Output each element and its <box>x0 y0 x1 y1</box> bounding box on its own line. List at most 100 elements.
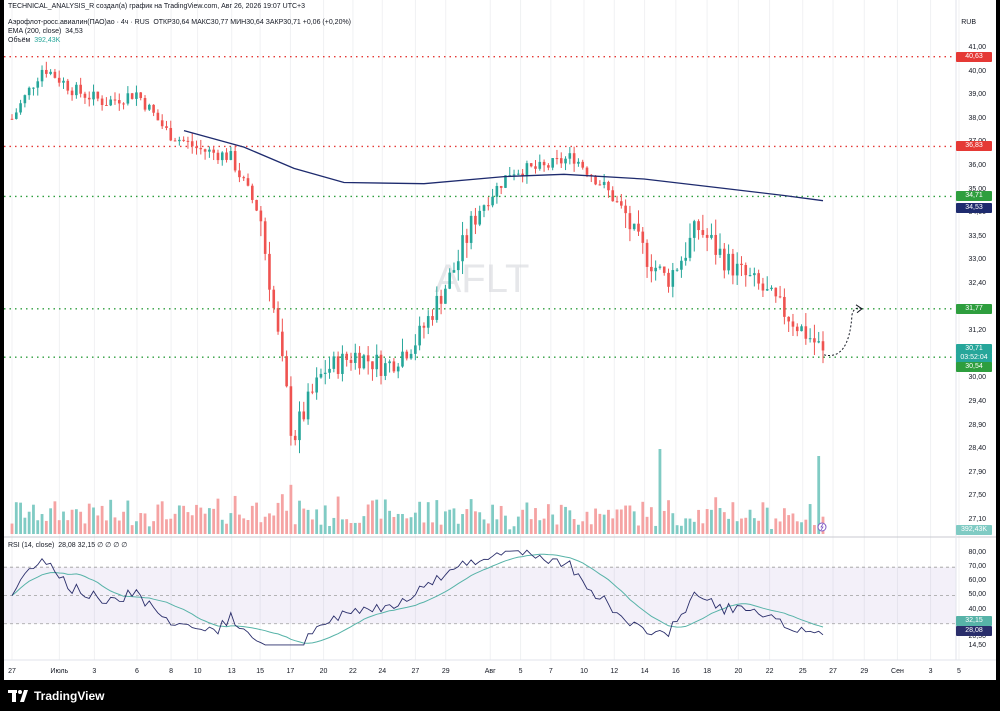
candle-body <box>379 354 383 376</box>
volume-bar <box>401 514 404 534</box>
candle-body <box>143 98 147 110</box>
volume-bar <box>431 522 434 534</box>
candle-body <box>392 361 396 372</box>
y-tick-1: 40,00 <box>968 67 986 75</box>
volume-bar <box>461 514 464 534</box>
x-tick-2: 3 <box>92 668 97 675</box>
y-tick-6: 35,00 <box>968 185 986 193</box>
candle-body <box>577 161 580 164</box>
candle-body <box>156 112 160 121</box>
volume-bar <box>778 521 782 534</box>
candle-body <box>564 158 567 164</box>
volume-bar <box>375 499 379 534</box>
volume-bar <box>169 518 173 534</box>
volume-bar <box>396 513 400 534</box>
candle-body <box>366 355 370 362</box>
candle-body <box>637 223 640 232</box>
forecast-arrow <box>823 307 863 356</box>
volume-bar <box>491 504 494 534</box>
candle-body <box>323 372 327 374</box>
candle-body <box>774 287 778 297</box>
candle-body <box>778 296 782 298</box>
volume-bar <box>341 519 344 534</box>
x-tick-3: 6 <box>135 668 139 675</box>
candle-body <box>821 341 825 351</box>
currency-label[interactable]: RUB <box>961 19 976 26</box>
volume-bar <box>448 509 452 534</box>
y-tick-2: 39,00 <box>968 91 986 99</box>
level-tag-4: 30,54 <box>956 362 992 373</box>
rsi-tick-2: 60,00 <box>968 577 986 585</box>
volume-bar <box>392 516 396 534</box>
candle-body <box>469 215 473 243</box>
volume-bar <box>49 508 53 534</box>
y-tick-9: 33,00 <box>968 256 986 264</box>
candle-body <box>319 373 323 378</box>
x-tick-5: 10 <box>193 668 202 675</box>
volume-bar <box>418 501 422 534</box>
volume-bar <box>577 524 580 534</box>
x-tick-4: 8 <box>169 668 174 675</box>
x-tick-1: Июль <box>50 668 69 675</box>
volume-bar <box>310 519 314 534</box>
rsi-line <box>11 549 824 646</box>
candle-body <box>298 411 301 441</box>
candle-body <box>384 363 387 376</box>
volume-bar <box>10 523 14 534</box>
candle-body <box>761 283 765 291</box>
candle-body <box>431 316 434 320</box>
legend-symbol[interactable]: Аэрофлот-росс.авиалин(ПАО)ао · 4ч · RUS <box>8 19 150 26</box>
volume-bar <box>173 513 177 534</box>
candle-body <box>169 127 173 141</box>
rsi-ma-line <box>11 553 824 644</box>
x-tick-12: 27 <box>411 668 420 675</box>
legend-volume-row[interactable]: Объём 392,43K <box>8 37 60 44</box>
volume-bar <box>14 502 18 534</box>
volume-bar <box>782 508 786 534</box>
candle-body <box>341 353 344 374</box>
legend-ema-label: EMA (200, close) <box>8 28 62 35</box>
chart-panel: AFLT TECHNICAL_ANALYSIS_R создал(а) граф… <box>4 0 996 680</box>
candle-body <box>160 120 164 127</box>
x-tick-8: 17 <box>286 668 295 675</box>
x-tick-21: 18 <box>703 668 711 675</box>
candle-body <box>598 184 602 186</box>
candle-body <box>353 352 357 363</box>
volume-bar <box>289 484 293 534</box>
volume-bar <box>203 513 207 534</box>
volume-bar <box>722 512 726 534</box>
x-tick-6: 13 <box>227 668 236 675</box>
legend-ema-row[interactable]: EMA (200, close) 34,53 <box>8 28 83 35</box>
volume-bar <box>238 514 241 534</box>
candle-body <box>148 104 151 110</box>
volume-bar <box>555 524 559 534</box>
candle-body <box>113 99 117 101</box>
rsi-tick-7: 14,50 <box>968 641 986 649</box>
volume-bar <box>628 505 632 534</box>
legend-rsi-row[interactable]: RSI (14, close) 28,08 32,15 ∅ ∅ ∅ ∅ <box>8 541 127 549</box>
candle-body <box>521 173 524 177</box>
volume-bar <box>233 495 237 534</box>
candle-body <box>263 221 267 254</box>
volume-bar <box>53 501 57 534</box>
volume-bar <box>362 516 366 534</box>
volume-bar <box>143 513 147 534</box>
legend-rsi-label: RSI (14, close) <box>8 542 55 549</box>
volume-bar <box>564 506 567 534</box>
candle-body <box>474 215 477 225</box>
volume-bar <box>152 521 156 534</box>
candle-body <box>735 263 739 276</box>
candle-body <box>212 149 215 153</box>
candle-body <box>641 231 645 243</box>
volume-bar <box>332 517 336 534</box>
price-chart[interactable]: AFLT <box>4 0 996 680</box>
volume-bar <box>735 521 739 534</box>
candle-body <box>268 253 271 290</box>
candle-body <box>195 146 198 149</box>
volume-bar <box>147 526 151 534</box>
tradingview-footer[interactable]: TradingView <box>8 689 104 703</box>
candle-body <box>276 308 280 332</box>
countdown-tag: 03:52:04 <box>956 353 992 364</box>
candle-body <box>628 213 632 230</box>
